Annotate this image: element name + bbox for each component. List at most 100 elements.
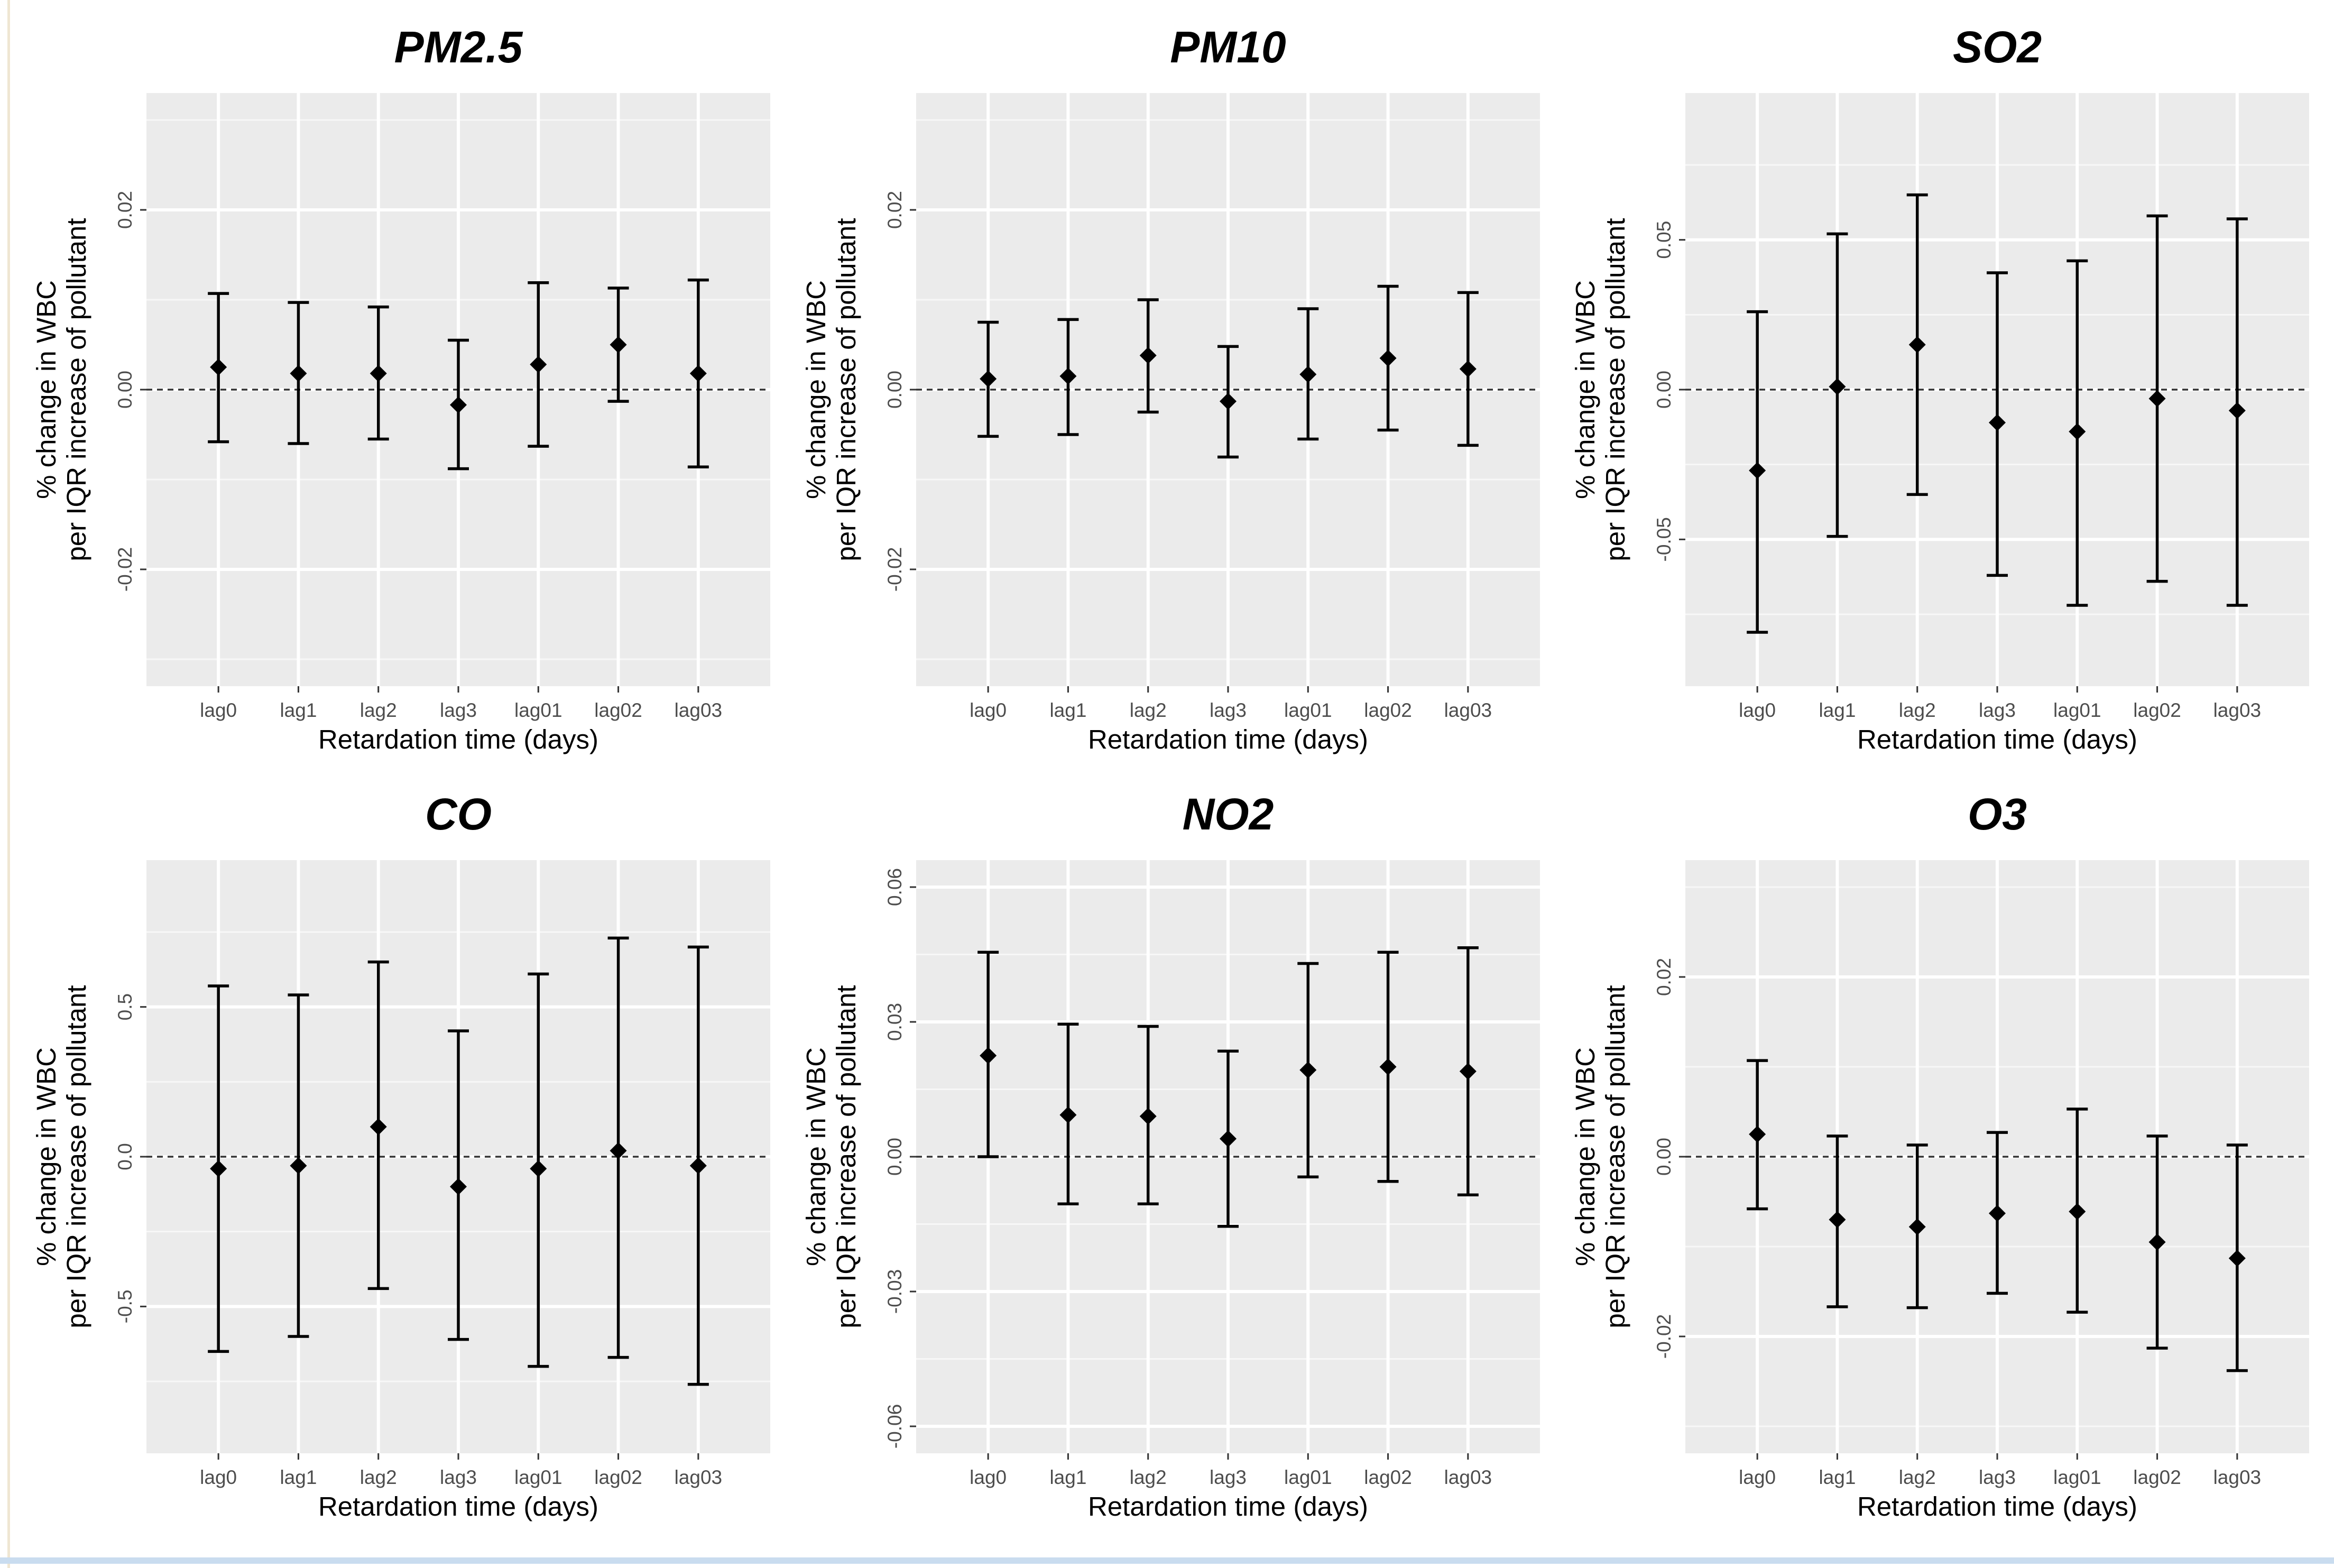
y-axis-title-line1: % change in WBC <box>1570 1047 1600 1266</box>
x-tick-label: lag0 <box>970 699 1007 721</box>
panel-title: NO2 <box>1183 789 1274 839</box>
x-tick-label: lag1 <box>1819 1466 1856 1488</box>
errorbar-lag2 <box>1906 1143 1928 1309</box>
x-tick-label: lag01 <box>1284 699 1332 721</box>
point-estimate-marker <box>450 396 467 413</box>
point-estimate-marker <box>1299 1061 1317 1078</box>
errorbar-lag02 <box>2146 214 2168 583</box>
point-estimate-marker <box>370 365 387 382</box>
errorbar-lag02 <box>1377 951 1399 1183</box>
point-estimate-marker <box>2148 390 2166 407</box>
point-estimate-marker <box>530 356 547 373</box>
x-tick-label: lag01 <box>514 1466 562 1488</box>
y-axis-title-line2: per IQR increase of pollutant <box>831 218 861 561</box>
x-tick-label: lag03 <box>2213 1466 2262 1488</box>
point-estimate-marker <box>1749 1126 1766 1143</box>
point-estimate-marker <box>1989 414 2006 431</box>
bottom-edge-rule <box>0 1557 2334 1564</box>
panel-title: PM2.5 <box>394 22 523 72</box>
point-estimate-marker <box>1059 1106 1077 1123</box>
point-estimate-marker <box>2228 1250 2246 1267</box>
y-tick-label: 0.00 <box>1653 371 1675 409</box>
point-estimate-marker <box>980 370 997 388</box>
errorbar-lag03 <box>1457 946 1479 1196</box>
x-tick-label: lag02 <box>2133 1466 2181 1488</box>
y-tick-label: 0.05 <box>1653 221 1675 259</box>
errorbar-lag2 <box>367 960 389 1290</box>
point-estimate-marker <box>2228 402 2246 419</box>
point-estimate-marker <box>1220 1130 1237 1147</box>
x-tick-label: lag2 <box>1130 699 1167 721</box>
errorbar-lag3 <box>1987 271 2008 577</box>
y-axis-title-line1: % change in WBC <box>1570 280 1600 499</box>
x-tick-label: lag02 <box>594 699 642 721</box>
x-axis-title: Retardation time (days) <box>1088 724 1368 754</box>
errorbar-lag03 <box>1457 291 1479 447</box>
y-tick-label: 0.02 <box>1653 958 1675 996</box>
x-tick-label: lag0 <box>200 699 237 721</box>
x-tick-label: lag01 <box>514 699 562 721</box>
x-tick-label: lag0 <box>970 1466 1007 1488</box>
y-axis-title-line2: per IQR increase of pollutant <box>831 985 861 1328</box>
x-axis-title: Retardation time (days) <box>318 1491 598 1521</box>
y-tick-label: -0.5 <box>114 1289 136 1323</box>
x-tick-label: lag01 <box>1284 1466 1332 1488</box>
point-estimate-marker <box>1749 462 1766 479</box>
y-tick-label: 0.5 <box>114 993 136 1020</box>
x-tick-label: lag0 <box>1739 1466 1776 1488</box>
point-estimate-marker <box>1908 1218 1926 1235</box>
errorbar-lag3 <box>1987 1131 2008 1295</box>
errorbar-lag03 <box>687 278 709 468</box>
errorbar-lag1 <box>1826 1135 1848 1308</box>
errorbar-lag1 <box>1826 232 1848 538</box>
errorbar-lag3 <box>1217 1049 1239 1228</box>
point-estimate-marker <box>2148 1233 2166 1251</box>
errorbar-lag0 <box>208 984 229 1353</box>
errorbar-lag3 <box>1217 345 1239 459</box>
panel-co: lag0 lag1 lag2 lag3 lag01 lag02 lag03 -0.5 0.0 0.… <box>31 789 770 1521</box>
errorbar-lag01 <box>1297 962 1319 1178</box>
x-tick-label: lag1 <box>280 1466 317 1488</box>
x-tick-label: lag01 <box>2053 699 2101 721</box>
x-tick-label: lag03 <box>675 1466 723 1488</box>
errorbar-lag0 <box>208 292 229 444</box>
point-estimate-marker <box>1459 360 1477 377</box>
point-estimate-marker <box>689 365 707 382</box>
y-tick-label: 0.00 <box>884 1138 906 1176</box>
errorbar-lag1 <box>288 993 309 1338</box>
x-tick-label: lag2 <box>1899 1466 1936 1488</box>
x-tick-label: lag02 <box>1364 1466 1412 1488</box>
panel-so2: lag0 lag1 lag2 lag3 lag01 lag02 lag03 -0.05 0.00… <box>1570 22 2309 754</box>
x-axis-title: Retardation time (days) <box>1857 724 2137 754</box>
point-estimate-marker <box>210 358 227 376</box>
y-tick-label: 0.02 <box>114 191 136 229</box>
point-estimate-marker <box>2069 1203 2086 1220</box>
y-axis-title-line2: per IQR increase of pollutant <box>1600 218 1630 561</box>
point-estimate-marker <box>1379 349 1397 367</box>
point-estimate-marker <box>530 1160 547 1177</box>
errorbar-lag0 <box>977 320 999 438</box>
x-tick-label: lag2 <box>1130 1466 1167 1488</box>
x-tick-label: lag0 <box>1739 699 1776 721</box>
errorbar-lag1 <box>288 301 309 445</box>
errorbar-lag01 <box>1297 307 1319 441</box>
y-axis-title-line2: per IQR increase of pollutant <box>1600 985 1630 1328</box>
x-tick-label: lag2 <box>1899 699 1936 721</box>
x-tick-label: lag3 <box>1210 699 1247 721</box>
point-estimate-marker <box>1829 378 1846 395</box>
x-tick-label: lag1 <box>280 699 317 721</box>
errorbar-lag1 <box>1057 1022 1079 1205</box>
errorbar-lag2 <box>1137 298 1159 414</box>
y-axis-title-line1: % change in WBC <box>801 1047 831 1266</box>
y-tick-label: 0.03 <box>884 1003 906 1041</box>
errorbar-lag02 <box>607 936 629 1359</box>
x-tick-label: lag03 <box>1444 1466 1492 1488</box>
errorbar-lag0 <box>1747 310 1768 634</box>
errorbar-lag2 <box>1906 193 1928 496</box>
errorbar-lag01 <box>2067 259 2088 607</box>
y-tick-label: -0.03 <box>884 1269 906 1314</box>
x-tick-label: lag03 <box>2213 699 2262 721</box>
panel-title: CO <box>425 789 492 839</box>
point-estimate-marker <box>450 1178 467 1195</box>
